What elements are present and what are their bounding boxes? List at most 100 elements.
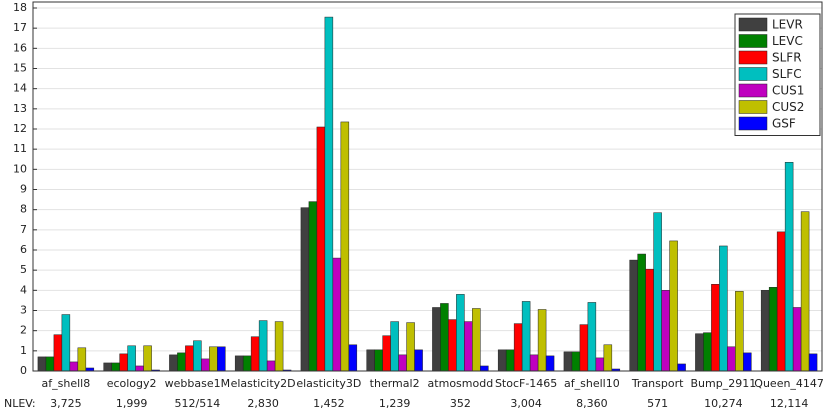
bar <box>61 314 71 372</box>
row-value: 1,239 <box>379 397 411 410</box>
y-tick-label: 9 <box>20 183 27 196</box>
x-tick-label: elasticity2D <box>231 377 296 390</box>
legend-label: SLFR <box>772 51 802 65</box>
bar <box>456 294 465 372</box>
bar <box>579 324 589 372</box>
legend-swatch <box>738 67 768 81</box>
bar <box>390 321 399 372</box>
bar <box>537 309 547 372</box>
bar <box>637 253 646 372</box>
plot-frame <box>32 1 823 372</box>
bar <box>127 345 136 372</box>
x-tick-label: elasticity3D <box>296 377 361 390</box>
bar <box>743 352 752 372</box>
bar <box>603 344 613 372</box>
y-tick-label: 16 <box>13 41 27 54</box>
bar <box>711 284 720 372</box>
y-tick-label: 11 <box>13 142 27 155</box>
legend-swatch <box>738 34 768 48</box>
y-tick-label: 7 <box>20 223 27 236</box>
bar <box>193 340 202 372</box>
legend-swatch <box>738 17 768 32</box>
bar <box>185 345 194 372</box>
y-tick-label: 1 <box>20 344 27 357</box>
y-tick-label: 8 <box>20 203 27 216</box>
bar <box>521 301 531 372</box>
row-value: 3,725 <box>50 397 82 410</box>
bar <box>472 308 481 372</box>
x-tick-label: ecology2 <box>107 377 157 390</box>
bar <box>111 362 120 372</box>
legend-label: GSF <box>772 117 796 131</box>
bar <box>53 334 63 372</box>
row-value: 512/514 <box>175 397 221 410</box>
bar <box>201 358 210 372</box>
bar <box>177 352 186 372</box>
bar <box>406 322 415 372</box>
y-tick-label: 6 <box>20 243 27 256</box>
bar <box>308 201 318 372</box>
bar <box>505 349 515 372</box>
x-tick-label: Transport <box>631 377 684 390</box>
y-tick-label: 4 <box>20 283 27 296</box>
legend-label: LEVC <box>772 34 803 48</box>
bar <box>242 355 252 372</box>
bar <box>432 307 441 372</box>
x-tick-label: thermal2 <box>370 377 420 390</box>
x-tick-label: Bump_2911 <box>691 377 757 390</box>
y-tick-label: 3 <box>20 304 27 317</box>
bar <box>366 349 375 372</box>
bar <box>760 290 770 372</box>
bar <box>800 211 810 372</box>
row-value: 1,452 <box>313 397 345 410</box>
x-tick-label: Queen_4147 <box>754 377 824 390</box>
bar <box>135 365 144 372</box>
y-tick-label: 10 <box>13 162 27 175</box>
bar <box>398 354 407 372</box>
y-tick-label: 14 <box>13 82 27 95</box>
bar <box>266 360 276 372</box>
x-tick-label: webbase1M <box>165 377 230 390</box>
y-tick-label: 15 <box>13 62 27 75</box>
bar <box>792 307 802 372</box>
bar <box>768 287 778 372</box>
bar <box>587 302 597 372</box>
row-label: NLEV: <box>4 397 36 410</box>
bar <box>529 354 539 372</box>
bar <box>324 16 334 372</box>
bar <box>217 346 226 372</box>
bar <box>258 320 268 372</box>
bar <box>169 354 178 372</box>
y-tick-label: 17 <box>13 21 27 34</box>
legend-swatch <box>738 83 768 98</box>
y-tick-label: 18 <box>13 1 27 14</box>
bar <box>808 353 818 372</box>
bar <box>727 346 736 372</box>
bar <box>45 356 55 372</box>
row-value: 2,830 <box>247 397 279 410</box>
bar <box>571 351 581 372</box>
bar <box>563 351 573 372</box>
legend-swatch <box>738 50 768 65</box>
bar <box>653 212 662 372</box>
legend-swatch <box>738 100 768 114</box>
bar <box>669 240 678 372</box>
legend-swatch <box>738 116 768 131</box>
bar <box>414 349 423 372</box>
y-tick-label: 5 <box>20 263 27 276</box>
x-tick-label: af_shell8 <box>42 377 91 390</box>
bar <box>464 321 473 372</box>
y-tick-label: 2 <box>20 324 27 337</box>
y-tick-label: 13 <box>13 102 27 115</box>
bar <box>703 332 712 372</box>
bar <box>119 353 128 372</box>
bar <box>719 245 728 372</box>
bar <box>300 207 310 372</box>
bar <box>234 355 244 372</box>
row-value: 1,999 <box>116 397 148 410</box>
bar <box>629 259 638 372</box>
bar <box>695 333 704 372</box>
bar <box>440 303 449 372</box>
